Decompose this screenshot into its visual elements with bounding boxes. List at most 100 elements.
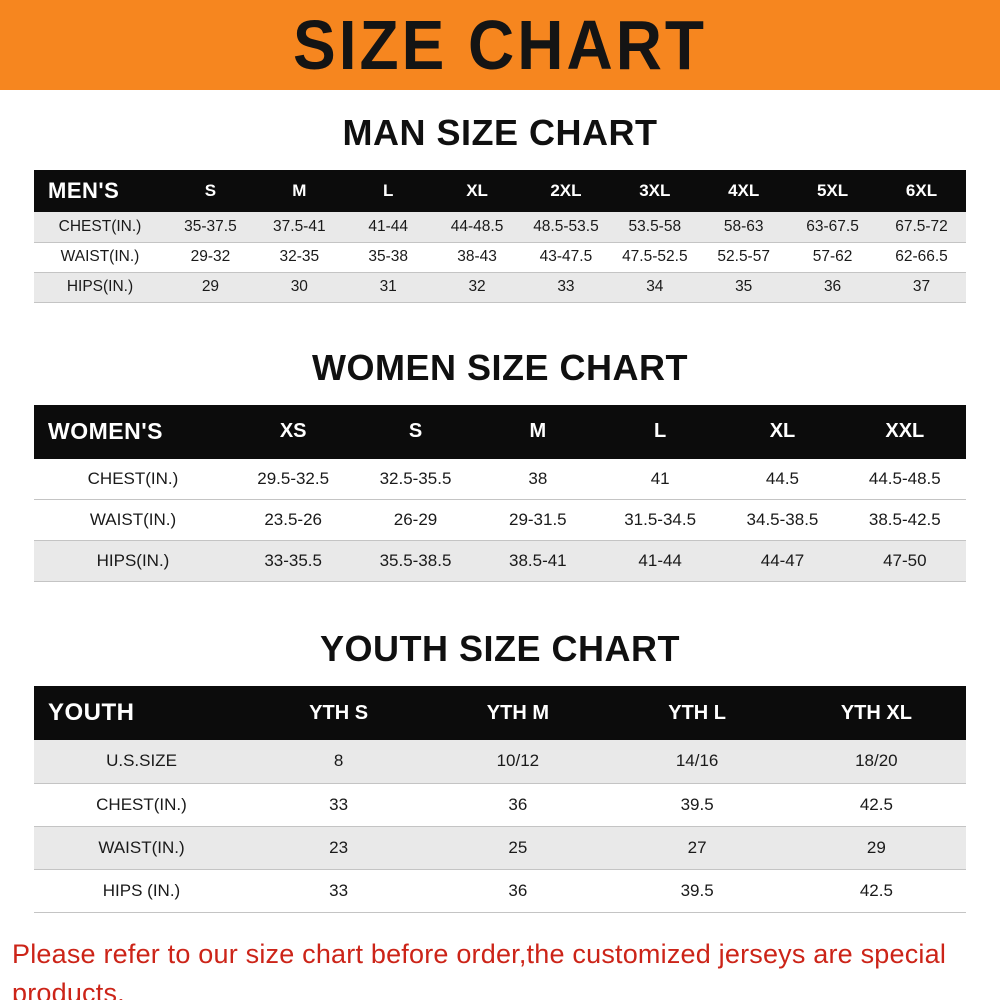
measurement-label: U.S.SIZE — [34, 740, 249, 784]
size-value: 47.5-52.5 — [610, 242, 700, 273]
size-column-header: XL — [432, 170, 522, 212]
size-value: 33 — [249, 783, 429, 827]
size-column-header: YTH L — [607, 686, 787, 740]
size-value: 44-47 — [721, 540, 844, 582]
size-column-header: L — [343, 170, 433, 212]
size-value: 58-63 — [699, 212, 789, 243]
measurement-label: CHEST(IN.) — [34, 458, 232, 500]
table-row: CHEST(IN.) 29.5-32.5 32.5-35.5 38 41 44.5 44.5… — [34, 458, 966, 500]
size-column-header: YTH S — [249, 686, 429, 740]
size-column-header: S — [354, 404, 477, 459]
size-column-header: XL — [721, 404, 844, 459]
size-value: 23 — [249, 826, 429, 870]
size-value: 63-67.5 — [788, 212, 877, 243]
size-value: 10/12 — [428, 740, 608, 784]
measurement-label: HIPS (IN.) — [34, 869, 249, 913]
size-value: 36 — [788, 272, 877, 303]
size-value: 44-48.5 — [432, 212, 522, 243]
size-column-header: S — [166, 170, 255, 212]
size-value: 14/16 — [607, 740, 787, 784]
man-size-table: MEN'S S M L XL 2XL 3XL 4XL 5XL 6XL CHEST(IN.) 35-37… — [34, 170, 966, 303]
size-value: 32 — [432, 272, 522, 303]
size-value: 29 — [166, 272, 255, 303]
size-value: 39.5 — [607, 783, 787, 827]
size-column-header: 5XL — [788, 170, 877, 212]
measurement-label: WAIST(IN.) — [34, 826, 249, 870]
size-column-header: YTH M — [428, 686, 608, 740]
size-value: 36 — [428, 783, 608, 827]
size-column-header: XXL — [843, 404, 966, 459]
table-row: HIPS (IN.) 33 36 39.5 42.5 — [34, 869, 966, 913]
size-column-header: M — [476, 404, 599, 459]
measurement-label: CHEST(IN.) — [34, 783, 249, 827]
man-section-heading: MAN SIZE CHART — [342, 112, 658, 153]
table-row: HIPS(IN.) 29 30 31 32 33 34 35 36 37 — [34, 272, 966, 303]
size-value: 47-50 — [843, 540, 966, 582]
table-header-row: WOMEN'S XS S M L XL XXL — [34, 404, 966, 459]
table-header-row: MEN'S S M L XL 2XL 3XL 4XL 5XL 6XL — [34, 170, 966, 212]
table-row: CHEST(IN.) 35-37.5 37.5-41 41-44 44-48.5 48.5… — [34, 212, 966, 243]
size-value: 33 — [521, 272, 611, 303]
women-size-table: WOMEN'S XS S M L XL XXL CHEST(IN.) 29.5-32.5 32.5… — [34, 404, 966, 582]
size-value: 25 — [428, 826, 608, 870]
size-chart-title: SIZE CHART — [293, 6, 707, 84]
size-value: 32.5-35.5 — [354, 458, 477, 500]
women-size-chart-section: WOMEN SIZE CHART WOMEN'S XS S M L XL XXL CHEST(… — [0, 347, 1000, 582]
table-row: CHEST(IN.) 33 36 39.5 42.5 — [34, 783, 966, 827]
size-value: 29-32 — [166, 242, 255, 273]
size-value: 38 — [476, 458, 599, 500]
size-column-header: 3XL — [610, 170, 700, 212]
table-title-cell: YOUTH — [34, 686, 249, 740]
table-row: WAIST(IN.) 23 25 27 29 — [34, 826, 966, 870]
man-size-chart-section: MAN SIZE CHART MEN'S S M L XL 2XL 3XL 4XL 5XL 6XL… — [0, 112, 1000, 303]
table-title-cell: WOMEN'S — [34, 404, 232, 459]
size-value: 8 — [249, 740, 429, 784]
size-value: 37.5-41 — [254, 212, 344, 243]
table-row: U.S.SIZE 8 10/12 14/16 18/20 — [34, 740, 966, 784]
size-value: 38.5-42.5 — [843, 499, 966, 541]
size-value: 35.5-38.5 — [354, 540, 477, 582]
size-value: 29.5-32.5 — [232, 458, 355, 500]
size-value: 33 — [249, 869, 429, 913]
measurement-label: WAIST(IN.) — [34, 499, 232, 541]
size-value: 27 — [607, 826, 787, 870]
measurement-label: HIPS(IN.) — [34, 272, 166, 303]
table-title-cell: MEN'S — [34, 170, 166, 212]
size-column-header: 6XL — [877, 170, 966, 212]
table-header-row: YOUTH YTH S YTH M YTH L YTH XL — [34, 686, 966, 740]
size-value: 31 — [343, 272, 433, 303]
size-chart-banner: SIZE CHART — [0, 0, 1000, 90]
size-value: 32-35 — [254, 242, 344, 273]
size-column-header: L — [598, 404, 722, 459]
size-value: 38.5-41 — [476, 540, 599, 582]
size-column-header: YTH XL — [786, 686, 966, 740]
table-row: WAIST(IN.) 23.5-26 26-29 29-31.5 31.5-34.5 34… — [34, 499, 966, 541]
size-column-header: M — [254, 170, 344, 212]
size-value: 67.5-72 — [877, 212, 966, 243]
size-value: 41-44 — [343, 212, 433, 243]
size-value: 36 — [428, 869, 608, 913]
size-column-header: XS — [232, 404, 355, 459]
size-value: 48.5-53.5 — [521, 212, 611, 243]
size-value: 44.5-48.5 — [843, 458, 966, 500]
measurement-label: CHEST(IN.) — [34, 212, 166, 243]
size-value: 31.5-34.5 — [598, 499, 722, 541]
youth-size-table: YOUTH YTH S YTH M YTH L YTH XL U.S.SIZE 8 10/12… — [34, 686, 966, 913]
size-value: 41-44 — [598, 540, 722, 582]
size-value: 41 — [598, 458, 722, 500]
size-value: 42.5 — [786, 783, 966, 827]
size-value: 57-62 — [788, 242, 877, 273]
size-column-header: 4XL — [699, 170, 789, 212]
size-value: 26-29 — [354, 499, 477, 541]
disclaimer-line-1: Please refer to our size chart before or… — [12, 938, 947, 1000]
size-value: 44.5 — [721, 458, 844, 500]
size-column-header: 2XL — [521, 170, 611, 212]
size-value: 52.5-57 — [699, 242, 789, 273]
size-value: 39.5 — [607, 869, 787, 913]
size-value: 34 — [610, 272, 700, 303]
size-value: 42.5 — [786, 869, 966, 913]
size-value: 33-35.5 — [232, 540, 355, 582]
size-value: 53.5-58 — [610, 212, 700, 243]
youth-section-heading: YOUTH SIZE CHART — [319, 628, 680, 669]
